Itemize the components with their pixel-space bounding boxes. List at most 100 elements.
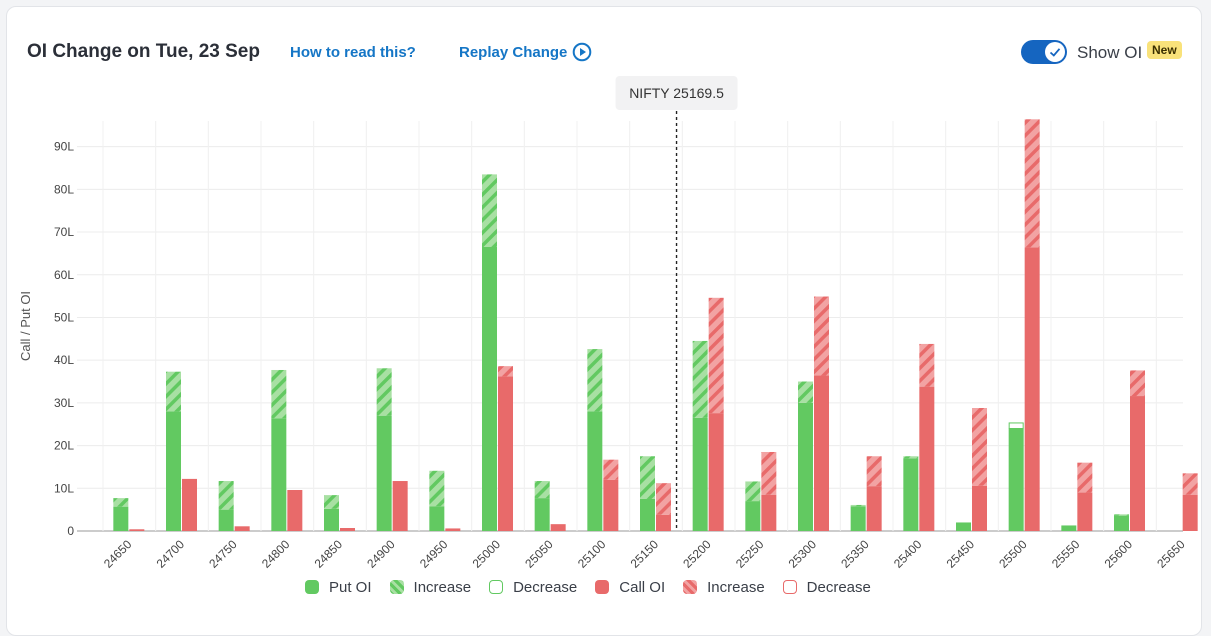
put-increase-bar: [376, 368, 392, 416]
y-tick-label: 90L: [54, 140, 74, 154]
call-oi-bar: [919, 386, 935, 531]
x-tick-label: 24650: [101, 537, 135, 571]
x-axis: 24650 24700 24750 24800 24850 24900 24950 25000…: [101, 537, 1188, 571]
call-increase-bar: [656, 483, 671, 515]
put-increase-bar: [113, 498, 129, 507]
put-oi-bar: [798, 402, 813, 531]
put-oi-bar: [324, 508, 339, 531]
call-decrease-swatch: [782, 580, 797, 594]
put-increase-bar: [482, 174, 497, 247]
call-oi-bar: [814, 375, 829, 531]
y-axis: 0 10L 20L 30L 40L 50L 60L 70L 80L 90L: [54, 140, 74, 538]
call-increase-bar: [498, 366, 513, 377]
y-tick-label: 30L: [54, 396, 74, 410]
legend: Put OI Increase Decrease Call OI Increas…: [305, 577, 889, 597]
call-increase-bar: [866, 456, 882, 487]
put-increase-bar: [166, 371, 181, 412]
y-tick-label: 70L: [54, 225, 74, 239]
legend-label: Increase: [413, 578, 472, 596]
put-oi-bar: [1061, 525, 1077, 531]
call-increase-bar: [1130, 370, 1145, 397]
put-increase-bar: [271, 369, 287, 419]
play-circle-icon[interactable]: [572, 42, 592, 62]
put-increase-bar: [903, 456, 919, 459]
x-tick-label: 25100: [575, 537, 609, 571]
call-oi-bar: [972, 485, 987, 531]
put-oi-bar: [113, 506, 129, 531]
put-increase-bar: [692, 340, 708, 418]
put-increase-bar: [745, 481, 761, 502]
y-tick-label: 20L: [54, 439, 74, 453]
spot-label: NIFTY 25169.5: [629, 85, 724, 101]
x-tick-label: 25000: [470, 537, 504, 571]
call-oi-bar: [287, 490, 303, 531]
put-oi-bar: [745, 501, 761, 531]
put-oi-bar: [587, 411, 603, 531]
x-tick-label: 24950: [417, 537, 451, 571]
call-oi-bar: [1077, 492, 1093, 531]
put-decrease-swatch: [489, 580, 504, 594]
put-oi-bar: [956, 522, 971, 531]
call-oi-bar: [550, 524, 566, 531]
call-increase-bar: [708, 297, 724, 414]
call-oi-bar: [656, 514, 671, 531]
call-increase-bar: [919, 343, 935, 387]
x-tick-label: 24900: [364, 537, 398, 571]
legend-put-decrease[interactable]: Decrease: [489, 579, 577, 596]
bars: [113, 119, 1198, 532]
y-axis-label: Call / Put OI: [18, 291, 33, 361]
legend-label: Put OI: [329, 578, 372, 596]
grid: [77, 121, 1183, 532]
call-increase-bar: [603, 459, 619, 480]
legend-call-increase[interactable]: Increase: [683, 579, 765, 596]
x-tick-label: 25150: [628, 537, 662, 571]
x-tick-label: 25250: [733, 537, 767, 571]
call-increase-bar: [761, 451, 777, 495]
call-increase-bar: [1077, 462, 1093, 493]
legend-label: Decrease: [513, 578, 578, 596]
legend-call-decrease[interactable]: Decrease: [782, 579, 871, 596]
call-increase-swatch: [683, 580, 698, 594]
show-oi-toggle[interactable]: [1021, 40, 1067, 64]
y-tick-label: 80L: [54, 182, 74, 196]
call-oi-bar: [445, 528, 461, 531]
call-swatch: [595, 580, 610, 594]
call-increase-bar: [972, 408, 987, 486]
x-tick-label: 24750: [206, 537, 240, 571]
put-oi-bar: [218, 509, 234, 531]
put-increase-swatch: [389, 580, 404, 594]
put-increase-bar: [798, 381, 813, 403]
put-increase-bar: [324, 495, 339, 509]
x-tick-label: 25050: [522, 537, 556, 571]
legend-put-increase[interactable]: Increase: [389, 578, 472, 596]
y-tick-label: 50L: [54, 310, 74, 324]
new-badge: New: [1147, 41, 1182, 59]
put-increase-bar: [1114, 514, 1129, 516]
put-oi-bar: [429, 506, 445, 531]
how-to-read-link[interactable]: How to read this?: [290, 44, 416, 61]
show-oi-label: Show OI: [1077, 43, 1143, 62]
x-tick-label: 25300: [786, 537, 820, 571]
y-tick-label: 10L: [54, 481, 74, 495]
call-oi-bar: [603, 479, 619, 531]
call-increase-bar: [1182, 473, 1198, 495]
legend-call-oi[interactable]: Call OI: [595, 579, 665, 596]
put-increase-bar: [850, 504, 866, 507]
legend-label: Call OI: [619, 578, 666, 596]
call-oi-bar: [761, 494, 777, 531]
call-oi-bar: [234, 526, 250, 531]
toggle-knob: [1045, 42, 1065, 62]
call-oi-bar: [129, 529, 145, 531]
x-tick-label: 24700: [154, 537, 188, 571]
put-oi-bar: [376, 415, 392, 531]
call-oi-bar: [866, 486, 882, 531]
call-oi-bar: [1182, 494, 1198, 531]
x-tick-label: 25450: [944, 537, 978, 571]
legend-put-oi[interactable]: Put OI: [305, 579, 372, 596]
put-decrease-bar: [1008, 422, 1024, 429]
put-oi-bar: [640, 498, 655, 531]
put-oi-bar: [1114, 515, 1129, 531]
call-oi-bar: [182, 478, 197, 531]
put-oi-bar: [271, 418, 287, 531]
replay-change-link[interactable]: Replay Change: [459, 44, 568, 61]
